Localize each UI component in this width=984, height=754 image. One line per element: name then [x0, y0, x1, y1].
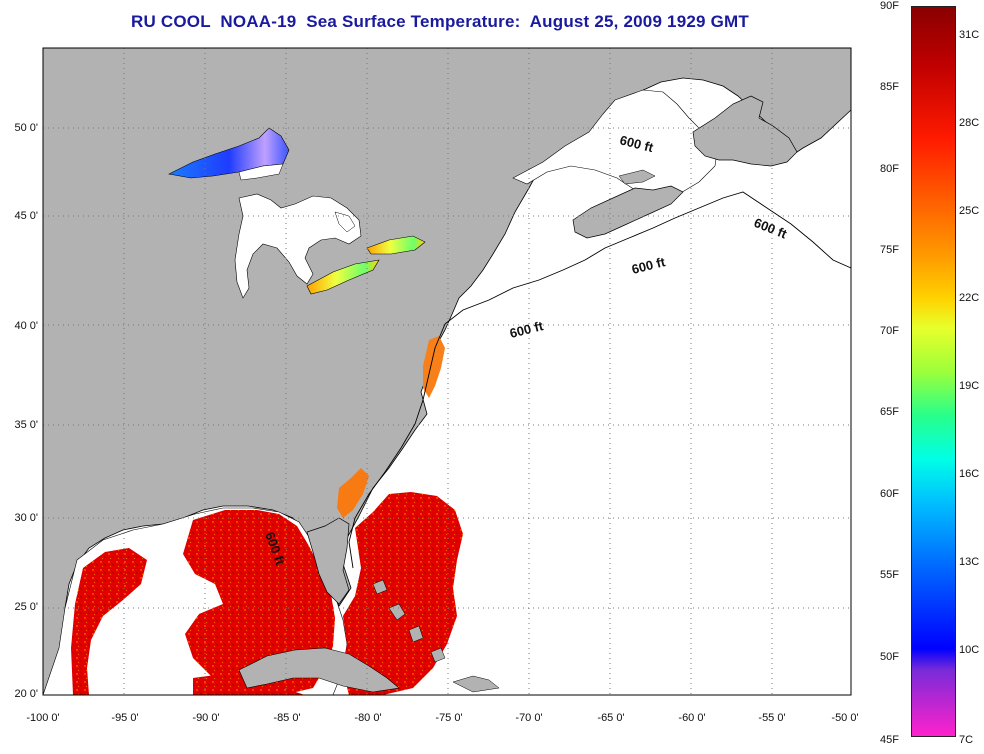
prince-edward-island: [618, 169, 656, 185]
lake-michigan-huron: [234, 193, 362, 299]
isobath-600ft: [444, 191, 852, 325]
colorbar-f-label: 90F: [880, 0, 899, 12]
lat-label: 30 0': [14, 512, 38, 524]
gulf-warm-water: [183, 510, 335, 695]
colorbar-c-label: 7C: [959, 734, 974, 746]
colorbar-f-label: 45F: [880, 734, 899, 746]
lat-label: 20 0': [14, 688, 38, 700]
gulf-warm-water-west: [71, 548, 147, 695]
newfoundland-land: [692, 95, 798, 167]
colorbar-f-label: 80F: [880, 163, 899, 175]
hispaniola-land: [452, 675, 500, 693]
map-title: RU COOL NOAA-19 Sea Surface Temperature:…: [131, 12, 749, 31]
atlantic-warm-water: [343, 492, 463, 695]
lat-label: 40 0': [14, 320, 38, 332]
lake-superior-margin: [238, 163, 284, 181]
lat-label: 25 0': [14, 601, 38, 613]
georgian-bay: [334, 211, 356, 233]
lon-label: -80 0': [354, 712, 382, 724]
cuba-land: [238, 647, 400, 693]
temperature-colorbar: [911, 6, 956, 737]
colorbar-c-label: 16C: [959, 468, 980, 480]
lon-label: -95 0': [111, 712, 139, 724]
lat-label: 50 0': [14, 122, 38, 134]
lat-label: 45 0': [14, 210, 38, 222]
map-frame: 600 ft 600 ft 600 ft 600 ft 600 ft: [42, 47, 852, 696]
lon-label: -55 0': [758, 712, 786, 724]
lon-label: -90 0': [192, 712, 220, 724]
colorbar-c-label: 22C: [959, 292, 980, 304]
colorbar-f-label: 75F: [880, 244, 899, 256]
lon-label: -75 0': [435, 712, 463, 724]
lon-label: -100 0': [26, 712, 60, 724]
nova-scotia-land: [572, 185, 684, 239]
colorbar-f-label: 65F: [880, 406, 899, 418]
florida-land: [306, 517, 350, 605]
lon-label: -50 0': [831, 712, 859, 724]
lake-erie: [306, 259, 380, 295]
colorbar-c-label: 13C: [959, 556, 980, 568]
colorbar-f-label: 60F: [880, 488, 899, 500]
isobath-600ft-south: [348, 323, 446, 569]
lon-label: -70 0': [515, 712, 543, 724]
lon-label: -60 0': [678, 712, 706, 724]
bahamas-islands: [372, 579, 446, 663]
carolina-coastal-warm-water: [423, 336, 445, 398]
lon-label: -65 0': [597, 712, 625, 724]
lake-superior: [168, 127, 290, 179]
colorbar-f-label: 70F: [880, 325, 899, 337]
lat-label: 35 0': [14, 419, 38, 431]
map-border: [42, 47, 852, 696]
georgia-coastal-warm-water: [337, 468, 369, 518]
colorbar-f-label: 50F: [880, 651, 899, 663]
colorbar-c-label: 31C: [959, 29, 980, 41]
colorbar-c-label: 25C: [959, 205, 980, 217]
colorbar-c-label: 10C: [959, 644, 980, 656]
lon-label: -85 0': [273, 712, 301, 724]
colorbar-c-label: 28C: [959, 117, 980, 129]
sst-map: 600 ft 600 ft 600 ft 600 ft 600 ft: [42, 47, 852, 696]
colorbar-f-label: 55F: [880, 569, 899, 581]
colorbar-f-label: 85F: [880, 81, 899, 93]
lake-ontario: [366, 235, 426, 255]
colorbar-c-label: 19C: [959, 380, 980, 392]
